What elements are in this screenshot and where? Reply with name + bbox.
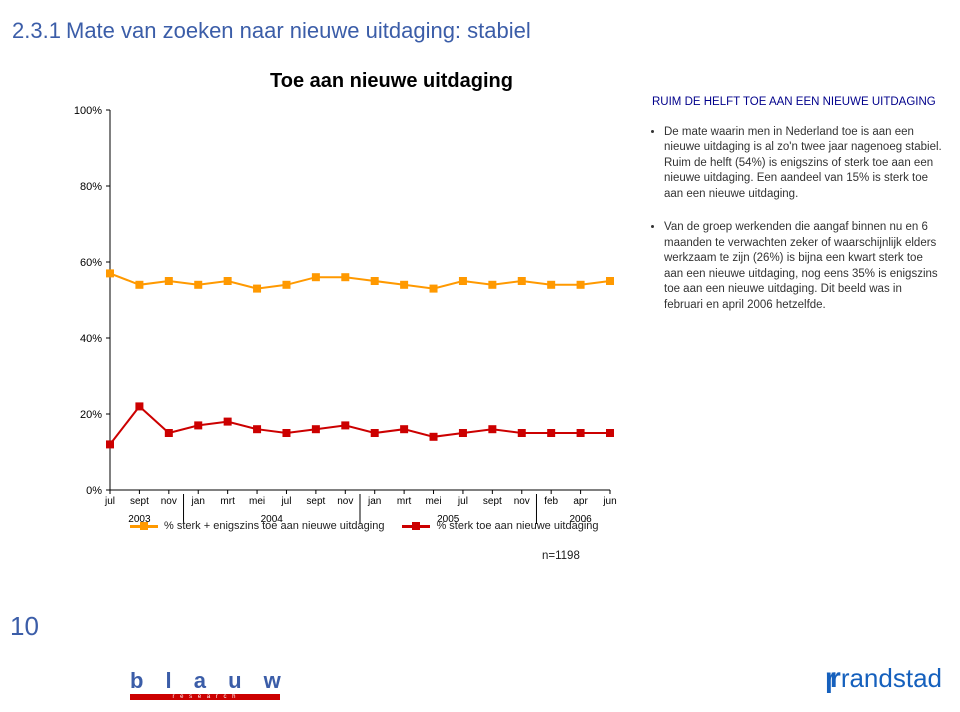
svg-text:jul: jul <box>280 496 291 507</box>
svg-text:nov: nov <box>161 496 177 507</box>
n-label: n=1198 <box>542 550 580 562</box>
blauw-logo-sub: r e s e a r c h <box>130 694 280 700</box>
svg-text:mrt: mrt <box>220 496 235 507</box>
side-bullet-1: De mate waarin men in Nederland toe is a… <box>664 125 942 203</box>
legend-item-2: % sterk toe aan nieuwe uitdaging <box>402 520 598 532</box>
blauw-logo: b l a u w <box>130 668 289 694</box>
svg-text:jan: jan <box>191 496 205 507</box>
svg-text:60%: 60% <box>80 257 102 269</box>
svg-text:jul: jul <box>457 496 468 507</box>
page-number: 10 <box>10 611 39 642</box>
legend-label-1: % sterk + enigszins toe aan nieuwe uitda… <box>164 520 384 532</box>
svg-text:jun: jun <box>602 496 616 507</box>
line-chart-svg: 0% 20% 40% 60% 80% 100% jul sept nov jan mrt mei jul… <box>60 80 620 530</box>
svg-text:20%: 20% <box>80 409 102 421</box>
svg-text:feb: feb <box>544 496 558 507</box>
svg-text:0%: 0% <box>86 485 102 497</box>
svg-text:sept: sept <box>306 496 325 507</box>
side-panel: RUIM DE HELFT TOE AAN EEN NIEUWE UITDAGI… <box>652 95 942 331</box>
svg-text:100%: 100% <box>74 105 102 117</box>
svg-text:nov: nov <box>337 496 353 507</box>
legend: % sterk + enigszins toe aan nieuwe uitda… <box>130 520 690 532</box>
side-bullets: De mate waarin men in Nederland toe is a… <box>652 125 942 314</box>
legend-item-1: % sterk + enigszins toe aan nieuwe uitda… <box>130 520 384 532</box>
svg-text:apr: apr <box>573 496 588 507</box>
svg-text:sept: sept <box>130 496 149 507</box>
randstad-logo: ɼr randstad <box>825 662 942 694</box>
svg-text:jan: jan <box>367 496 381 507</box>
legend-swatch-1 <box>130 525 158 528</box>
svg-text:nov: nov <box>514 496 530 507</box>
side-heading: RUIM DE HELFT TOE AAN EEN NIEUWE UITDAGI… <box>652 95 942 111</box>
svg-text:mei: mei <box>249 496 265 507</box>
randstad-icon: ɼr <box>825 662 835 694</box>
svg-text:mrt: mrt <box>397 496 412 507</box>
svg-text:80%: 80% <box>80 181 102 193</box>
legend-label-2: % sterk toe aan nieuwe uitdaging <box>436 520 598 532</box>
legend-swatch-2 <box>402 525 430 528</box>
randstad-word: randstad <box>841 663 942 694</box>
svg-text:jul: jul <box>104 496 115 507</box>
side-bullet-2: Van de groep werkenden die aangaf binnen… <box>664 220 942 313</box>
section-title: Mate van zoeken naar nieuwe uitdaging: s… <box>66 18 531 44</box>
section-number: 2.3.1 <box>12 18 61 44</box>
svg-text:mei: mei <box>425 496 441 507</box>
svg-text:40%: 40% <box>80 333 102 345</box>
svg-text:sept: sept <box>483 496 502 507</box>
chart: 0%20%40%60%80%100%julseptnovjanmrtmeijul… <box>60 80 630 500</box>
